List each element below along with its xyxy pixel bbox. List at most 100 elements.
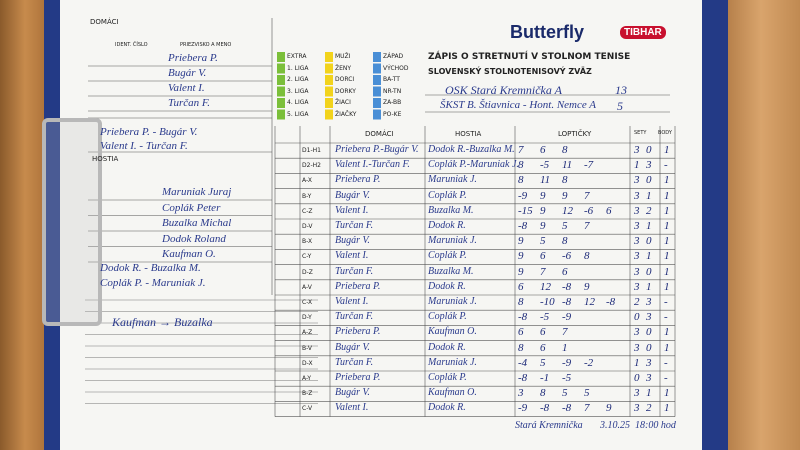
set-score: 3 xyxy=(634,326,640,339)
set-score: 3 xyxy=(634,174,640,187)
match-home: Priebera P. xyxy=(335,372,381,383)
match-home: Priebera P. xyxy=(335,326,381,338)
category-label: 4. LIGA xyxy=(287,99,309,106)
match-away: Dodok R.-Buzalka M. xyxy=(428,144,515,155)
set-score: 0 xyxy=(646,235,652,248)
ball-score: 6 xyxy=(540,144,546,156)
category-label: ŽIACI xyxy=(335,99,351,106)
ball-score: 8 xyxy=(562,144,568,156)
sheet-title: ZÁPIS O STRETNUTÍ V STOLNOM TENISE xyxy=(428,52,631,62)
match-home: Valent I.-Turčan F. xyxy=(335,159,410,171)
match-point: 1 xyxy=(664,387,670,400)
ball-score: -9 xyxy=(562,311,572,324)
home-player: Valent I. xyxy=(168,82,205,94)
set-score: 3 xyxy=(634,144,640,156)
column-label: SETY xyxy=(634,130,647,136)
away-doubles: Coplák P. - Maruniak J. xyxy=(100,277,206,289)
match-away: Dodok R. xyxy=(428,341,466,353)
clip xyxy=(42,118,102,326)
set-score: 0 xyxy=(646,144,652,156)
match-point: - xyxy=(664,159,668,172)
match-away: Coplák P. xyxy=(428,250,467,262)
column-label: DOMÁCI xyxy=(365,130,394,138)
match-code: B-V xyxy=(302,344,313,352)
ball-score: -4 xyxy=(518,356,528,369)
set-score: 3 xyxy=(634,341,640,354)
match-away: Buzalka M. xyxy=(428,204,474,216)
set-score: 3 xyxy=(634,204,640,217)
ball-score: 8 xyxy=(562,235,568,248)
category-swatch xyxy=(325,98,333,108)
match-away: Maruniak J. xyxy=(428,174,477,186)
ball-score: 6 xyxy=(540,341,546,354)
category-label: PO-KE xyxy=(383,110,402,118)
set-score: 3 xyxy=(646,159,652,172)
category-swatch xyxy=(373,98,381,108)
ball-score: 8 xyxy=(518,296,524,308)
ball-score: 7 xyxy=(518,144,524,156)
category-swatch xyxy=(277,86,285,97)
match-code: D-X xyxy=(302,359,313,367)
home-label: DOMÁCI xyxy=(90,18,119,26)
ball-score: -8 xyxy=(606,296,616,308)
set-score: 2 xyxy=(646,402,652,415)
column-label: BODY xyxy=(658,130,672,136)
ball-score: -15 xyxy=(518,204,533,217)
set-score: 2 xyxy=(634,296,640,308)
ball-score: -9 xyxy=(518,402,528,415)
ball-score: -8 xyxy=(518,311,528,324)
category-swatch xyxy=(373,63,381,74)
ball-score: -9 xyxy=(518,189,528,202)
match-away: Dodok R. xyxy=(428,402,466,414)
match-code: D-Y xyxy=(302,314,312,322)
ball-score: 1 xyxy=(562,341,568,354)
set-score: 3 xyxy=(634,220,640,232)
match-away: Maruniak J. xyxy=(428,356,477,368)
away-player: Buzalka Michal xyxy=(162,217,232,229)
ball-score: 8 xyxy=(518,174,524,187)
venue: Stará Kremnička xyxy=(515,420,583,431)
ball-score: 8 xyxy=(518,159,524,172)
category-swatch xyxy=(325,86,333,97)
category-label: ŽIAČKY xyxy=(335,110,357,118)
ball-score: 7 xyxy=(584,220,590,232)
category-swatch xyxy=(277,109,285,120)
match-away: Coplák P. xyxy=(428,372,467,383)
match-home: Valent I. xyxy=(335,296,369,307)
ball-score: -6 xyxy=(584,204,594,217)
category-label: 2. LIGA xyxy=(287,76,309,83)
match-away: Kaufman O. xyxy=(428,326,477,338)
set-score: 3 xyxy=(634,250,640,263)
ball-score: 12 xyxy=(540,280,551,293)
category-label: ZÁPAD xyxy=(383,53,404,60)
category-label: BA-TT xyxy=(383,76,400,83)
category-label: 5. LIGA xyxy=(287,110,309,118)
match-home: Priebera P. xyxy=(335,174,381,186)
ball-score: 9 xyxy=(584,280,590,293)
federation: SLOVENSKÝ STOLNOTENISOVÝ ZVÄZ xyxy=(428,67,592,76)
ball-score: 7 xyxy=(540,265,546,278)
set-score: 3 xyxy=(646,296,652,308)
ball-score: -5 xyxy=(540,311,550,324)
substitution-note: Kaufman → Buzalka xyxy=(112,315,213,329)
away-player: Kaufman O. xyxy=(162,248,216,260)
match-point: 1 xyxy=(664,341,670,354)
match-code: D1-H1 xyxy=(302,147,321,154)
set-score: 2 xyxy=(646,204,652,217)
home-player: Turčan F. xyxy=(168,97,210,109)
category-swatch xyxy=(277,75,285,85)
ball-score: -8 xyxy=(518,372,528,384)
set-score: 1 xyxy=(634,159,640,172)
match-away: Coplák P.-Maruniak J. xyxy=(428,159,519,171)
ball-score: 6 xyxy=(518,326,524,339)
match-point: 1 xyxy=(664,204,670,217)
ball-score: 9 xyxy=(518,265,524,278)
ball-score: 5 xyxy=(584,387,590,400)
ball-score: 7 xyxy=(562,326,568,339)
ball-score: 12 xyxy=(562,204,573,217)
match-code: D2-H2 xyxy=(302,162,321,170)
category-swatch xyxy=(325,63,333,74)
ball-score: 8 xyxy=(518,341,524,354)
